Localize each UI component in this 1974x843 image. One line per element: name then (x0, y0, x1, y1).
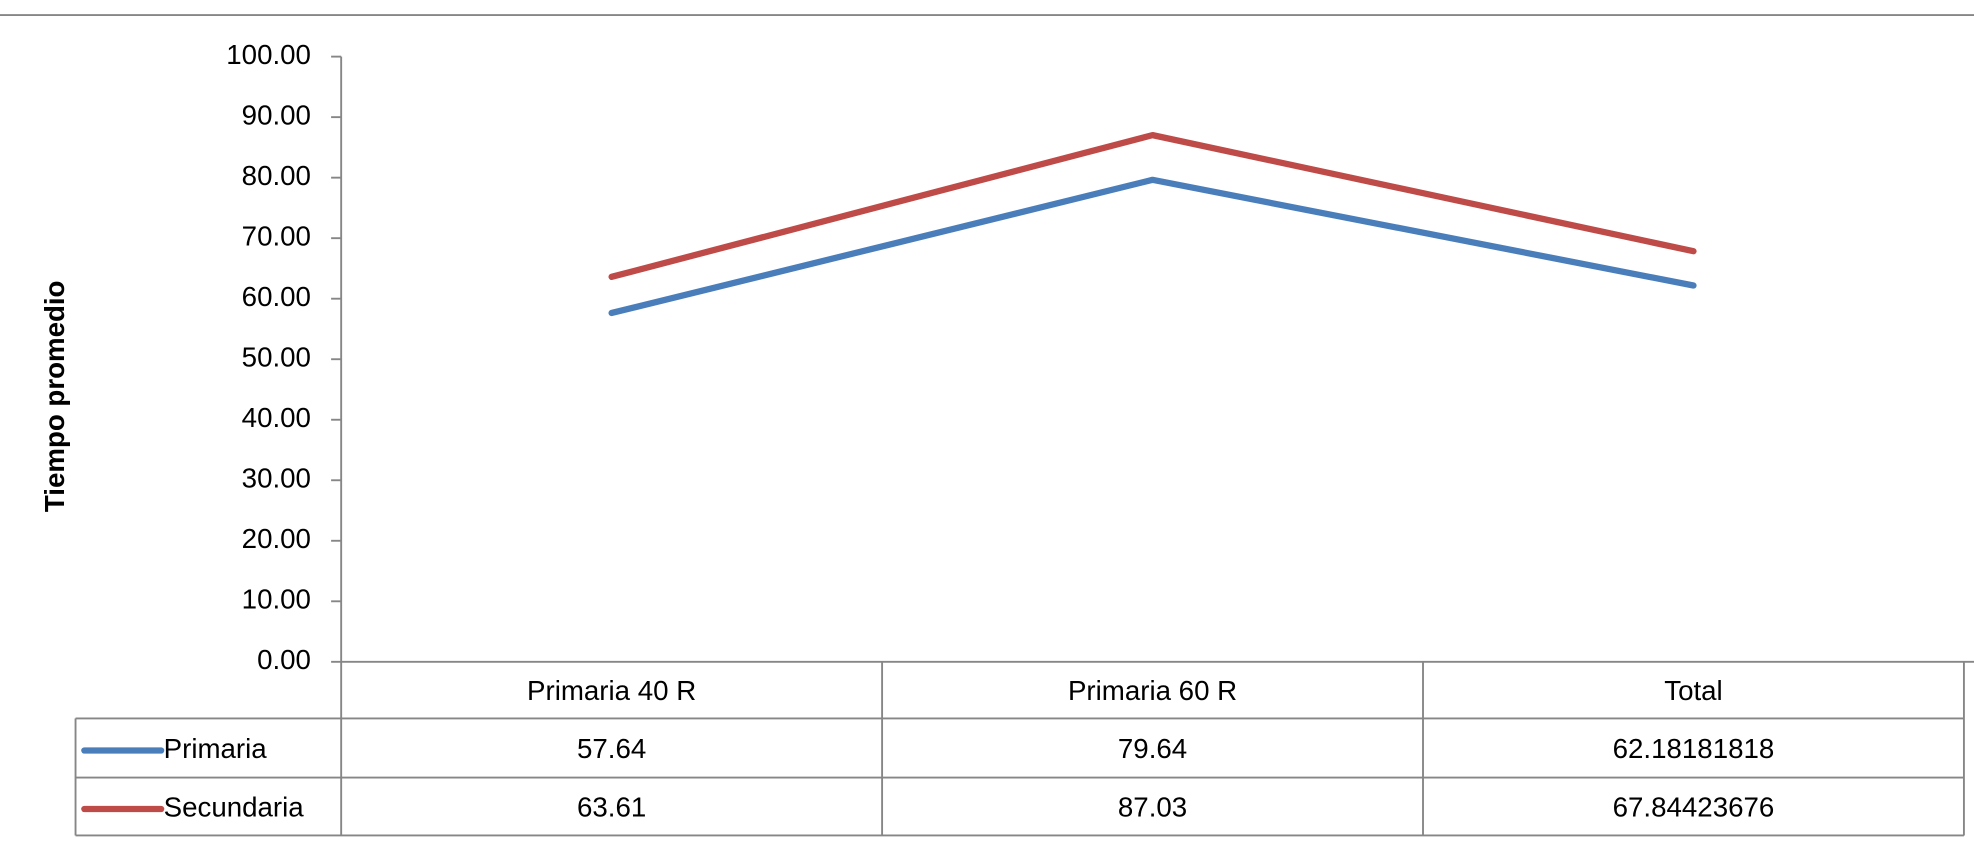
x-tick-label: Total (1664, 675, 1722, 706)
y-tick-label: 60.00 (242, 281, 311, 312)
series-line (608, 176, 1697, 317)
y-tick-label: 40.00 (242, 402, 311, 433)
y-tick-label: 0.00 (257, 644, 311, 675)
series-line (608, 131, 1697, 280)
x-tick-label: Primaria 60 R (1068, 675, 1237, 706)
legend-label: Secundaria (164, 791, 305, 822)
table-value: 87.03 (1118, 791, 1187, 822)
table-value: 57.64 (577, 733, 646, 764)
table-value: 63.61 (577, 791, 646, 822)
legend-label: Primaria (164, 733, 268, 764)
y-axis-label: Tiempo promedio (39, 281, 70, 513)
y-tick-label: 90.00 (242, 99, 311, 130)
y-tick-label: 50.00 (242, 342, 311, 373)
y-tick-label: 20.00 (242, 523, 311, 554)
table-value: 67.84423676 (1613, 791, 1775, 822)
y-tick-label: 100.00 (226, 39, 311, 70)
table-value: 62.18181818 (1613, 733, 1775, 764)
table-value: 79.64 (1118, 733, 1187, 764)
y-tick-label: 10.00 (242, 584, 311, 615)
y-tick-label: 70.00 (242, 220, 311, 251)
y-tick-label: 80.00 (242, 160, 311, 191)
y-tick-label: 30.00 (242, 463, 311, 494)
x-tick-label: Primaria 40 R (527, 675, 696, 706)
